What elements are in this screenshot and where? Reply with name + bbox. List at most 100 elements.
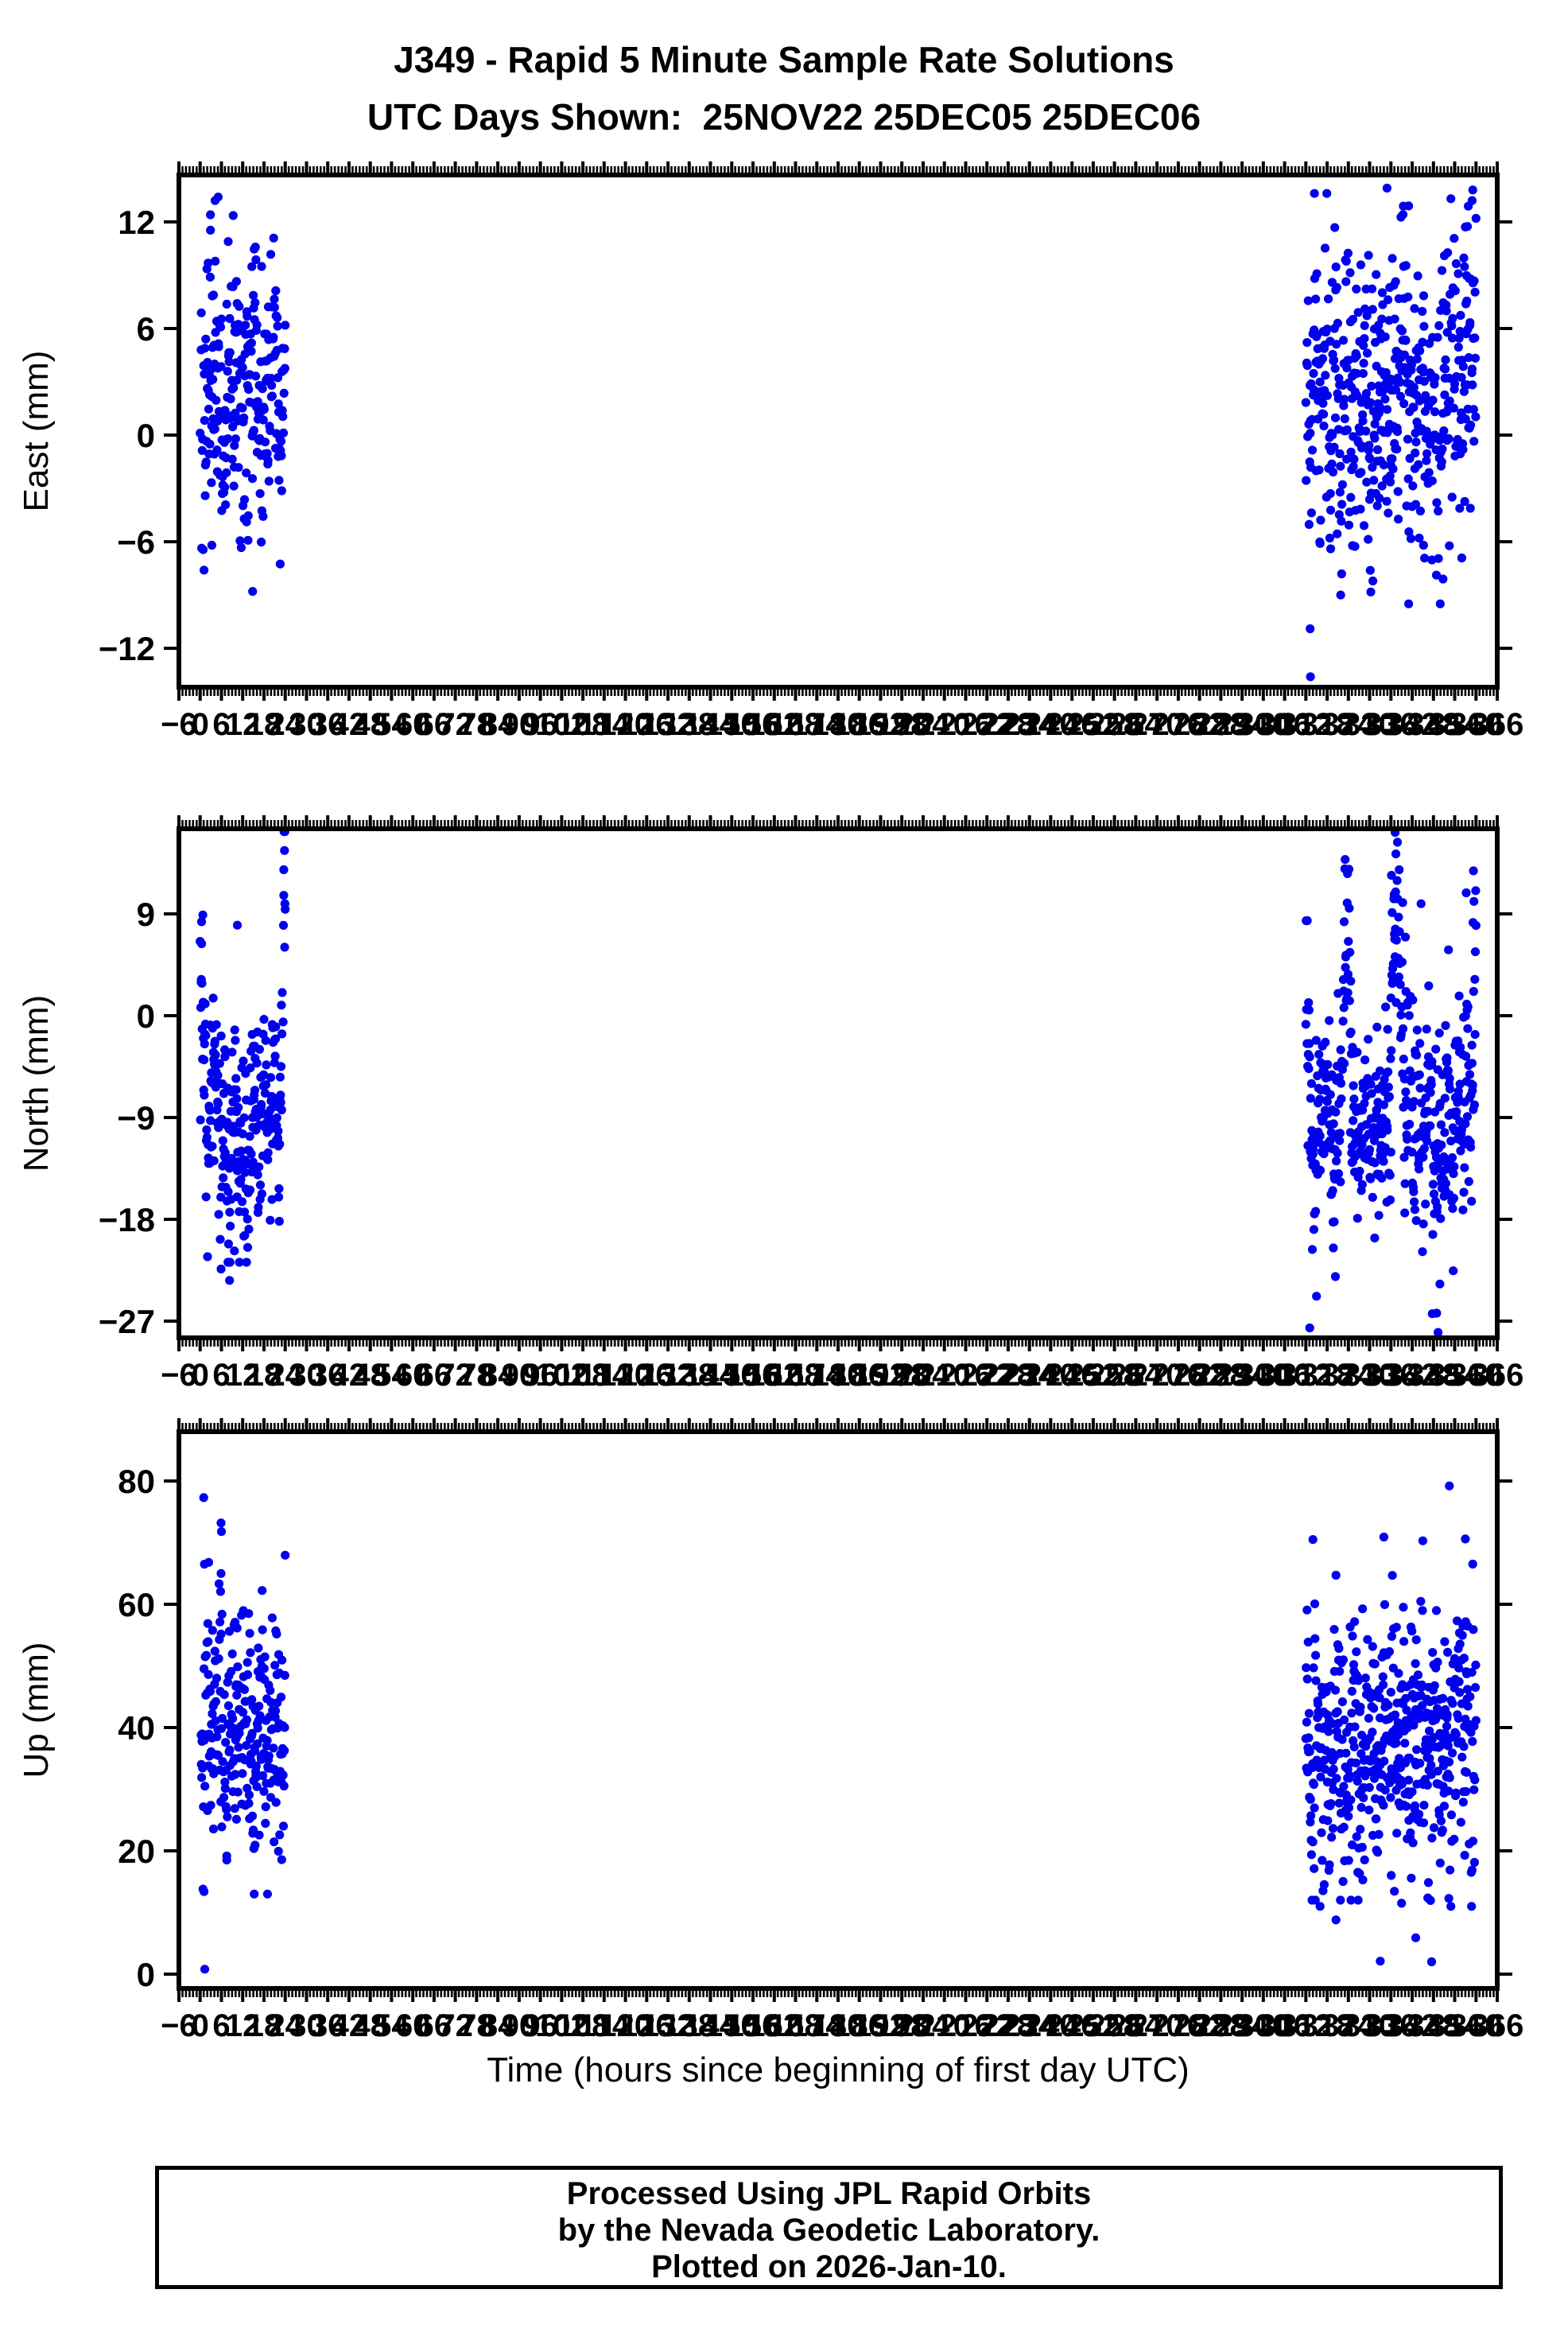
x-tick-label: 360 (1450, 707, 1503, 742)
x-tick-label: 228 (982, 707, 1035, 742)
x-tick-label: 204 (897, 2008, 950, 2043)
x-tick-label: 186 (833, 2008, 886, 2043)
x-tick-label: 258 (1088, 2008, 1141, 2043)
x-tick-label: 72 (437, 1358, 473, 1393)
x-tick-label: 312 (1279, 1358, 1333, 1393)
x-tick-label: 0 (192, 2008, 209, 2043)
x-tick-label: 264 (1109, 1358, 1162, 1393)
x-tick-label: 354 (1428, 707, 1481, 742)
x-tick-label: 336 (1364, 2008, 1418, 2043)
x-tick-label: 252 (1067, 1358, 1120, 1393)
x-tick-label: 288 (1194, 1358, 1248, 1393)
x-tick-label: 66 (417, 707, 452, 742)
x-tick-label: 126 (620, 2008, 673, 2043)
x-tick-label: 108 (557, 2008, 610, 2043)
x-tick-label: −6 (161, 707, 197, 742)
scatter-cluster-25NOV22 (196, 192, 290, 597)
x-tick-label: 282 (1173, 2008, 1226, 2043)
x-tick-label: 30 (289, 2008, 324, 2043)
x-tick-label: 18 (246, 1358, 282, 1393)
y-tick-labels-north: 9 0 −9 −18 −27 (99, 896, 155, 1340)
x-tick-label: 288 (1194, 707, 1248, 742)
x-tick-label: 84 (480, 1358, 516, 1393)
x-tick-label: 60 (395, 2008, 431, 2043)
x-tick-label: 246 (1046, 707, 1099, 742)
x-tick-label: 366 (1471, 707, 1524, 742)
x-tick-label: 366 (1471, 2008, 1524, 2043)
x-tick-label: 120 (599, 1358, 652, 1393)
x-tick-label: 24 (267, 707, 303, 742)
x-tick-label: 42 (332, 2008, 367, 2043)
x-tick-label: 174 (790, 1358, 844, 1393)
x-tick-label: 222 (961, 707, 1014, 742)
x-tick-label: 162 (747, 2008, 801, 2043)
x-tick-label: 354 (1428, 1358, 1481, 1393)
x-tick-label: 276 (1152, 1358, 1205, 1393)
x-tick-label: 78 (459, 707, 495, 742)
x-tick-label: 6 (212, 707, 230, 742)
x-tick-label: −6 (161, 1358, 197, 1393)
x-tick-label: 348 (1407, 1358, 1460, 1393)
x-tick-label: 354 (1428, 2008, 1481, 2043)
x-tick-label: 330 (1343, 1358, 1396, 1393)
x-tick-label: 138 (662, 1358, 716, 1393)
x-tick-label: 150 (705, 2008, 759, 2043)
scatter-cluster-25DEC06 (1386, 185, 1481, 608)
x-tick-label: 48 (352, 707, 388, 742)
x-tick-label: 132 (642, 2008, 695, 2043)
x-tick-label: 90 (502, 707, 538, 742)
y-tick-label: 9 (137, 896, 155, 933)
x-tick-label: 102 (535, 707, 588, 742)
y-tick-label: 40 (118, 1709, 155, 1747)
plot-frame-east (177, 173, 1500, 690)
x-tick-label: 12 (225, 1358, 261, 1393)
x-tick-label: 300 (1236, 2008, 1290, 2043)
x-tick-label: 144 (684, 1358, 737, 1393)
x-tick-label: 66 (417, 1358, 452, 1393)
x-tick-label: 0 (192, 1358, 209, 1393)
y-tick-label: 20 (118, 1833, 155, 1870)
y-tick-label: 0 (137, 1956, 155, 1993)
x-tick-label: 72 (437, 707, 473, 742)
y-tick-labels-east: 12 6 0 −6 −12 (99, 204, 155, 667)
x-tick-label: 180 (812, 707, 865, 742)
y-tick-label: 60 (118, 1586, 155, 1623)
x-tick-label: 240 (1024, 1358, 1077, 1393)
x-tick-label: 216 (939, 1358, 992, 1393)
y-tick-label: −27 (99, 1303, 155, 1340)
x-tick-label: 168 (769, 2008, 822, 2043)
x-tick-label: 336 (1364, 707, 1418, 742)
x-tick-label: 42 (332, 707, 367, 742)
footer-box: Processed Using JPL Rapid Orbits by the … (155, 2166, 1503, 2289)
footer-line-laboratory: by the Nevada Geodetic Laboratory. (557, 2213, 1100, 2248)
x-tick-label: 348 (1407, 707, 1460, 742)
x-tick-label: 282 (1173, 1358, 1226, 1393)
x-tick-label: 162 (747, 707, 801, 742)
x-tick-label: 270 (1131, 707, 1184, 742)
x-tick-label: 300 (1236, 1358, 1290, 1393)
x-tick-labels-up: −60 6121824303642485460667278849096102108… (161, 2008, 1523, 2043)
x-tick-label: 222 (961, 1358, 1014, 1393)
x-tick-label: 216 (939, 2008, 992, 2043)
x-tick-label: 276 (1152, 2008, 1205, 2043)
y-ticks-east (164, 220, 1512, 651)
x-tick-label: 318 (1301, 2008, 1354, 2043)
x-tick-label: 198 (875, 1358, 929, 1393)
x-ticks-up (177, 1418, 1499, 2002)
x-tick-label: 300 (1236, 707, 1290, 742)
x-tick-label: 210 (918, 2008, 971, 2043)
x-tick-label: 54 (374, 2008, 409, 2043)
x-tick-label: 126 (620, 707, 673, 742)
x-tick-label: 156 (727, 1358, 780, 1393)
x-tick-label: 144 (684, 707, 737, 742)
x-tick-label: 318 (1301, 707, 1354, 742)
x-tick-label: 48 (352, 2008, 388, 2043)
y-tick-label: 12 (118, 204, 155, 241)
y-tick-label: 0 (137, 417, 155, 454)
x-tick-label: 30 (289, 1358, 324, 1393)
x-tick-label: 240 (1024, 2008, 1077, 2043)
x-tick-label: 120 (599, 2008, 652, 2043)
x-tick-label: 258 (1088, 707, 1141, 742)
x-tick-label: 210 (918, 707, 971, 742)
